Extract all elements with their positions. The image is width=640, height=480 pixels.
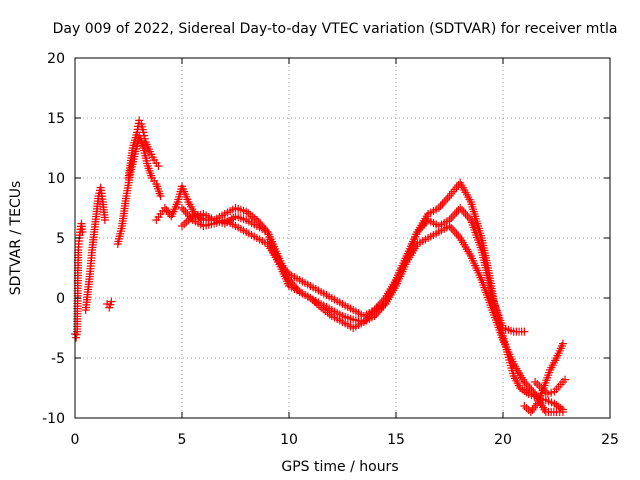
data-point bbox=[531, 378, 540, 386]
data-point bbox=[454, 232, 463, 240]
data-point bbox=[180, 220, 189, 229]
series-track-b bbox=[81, 183, 109, 314]
x-tick-label: 5 bbox=[178, 432, 187, 448]
data-point bbox=[415, 226, 424, 234]
data-point bbox=[186, 214, 195, 222]
data-point bbox=[156, 192, 165, 200]
data-point bbox=[361, 316, 370, 324]
data-point bbox=[529, 388, 538, 396]
data-point bbox=[279, 264, 288, 272]
data-point bbox=[107, 297, 116, 306]
y-tick-label: 10 bbox=[47, 171, 65, 187]
series-track-c bbox=[103, 297, 116, 312]
data-point bbox=[441, 196, 450, 204]
data-point bbox=[520, 327, 529, 336]
data-point bbox=[179, 206, 188, 214]
data-point bbox=[420, 220, 429, 228]
data-point bbox=[413, 228, 422, 236]
data-point bbox=[459, 208, 468, 216]
data-point bbox=[461, 210, 470, 218]
y-tick-label: 5 bbox=[56, 231, 65, 247]
x-tick-label: 15 bbox=[387, 432, 405, 448]
data-point bbox=[447, 214, 456, 222]
data-point bbox=[447, 224, 456, 232]
x-tick-label: 20 bbox=[494, 432, 512, 448]
data-point bbox=[436, 202, 445, 210]
data-point bbox=[445, 222, 454, 230]
data-point bbox=[438, 200, 447, 208]
data-point bbox=[416, 224, 425, 232]
data-point bbox=[281, 266, 290, 274]
data-point bbox=[522, 380, 531, 388]
data-point bbox=[183, 210, 192, 218]
series-track-j bbox=[531, 375, 570, 398]
data-point bbox=[450, 228, 459, 236]
series-track-f bbox=[152, 178, 567, 414]
data-point bbox=[465, 214, 474, 222]
data-point bbox=[100, 216, 109, 224]
data-points bbox=[71, 116, 570, 416]
grid bbox=[75, 58, 610, 418]
axis-ticks: 0 5 10 15 20 25 -10 -5 0 5 10 15 20 bbox=[42, 51, 619, 448]
y-tick-label: 20 bbox=[47, 51, 65, 67]
data-point bbox=[154, 162, 163, 170]
data-point bbox=[520, 378, 529, 386]
y-tick-label: 0 bbox=[56, 291, 65, 307]
data-point bbox=[533, 380, 542, 388]
data-point bbox=[450, 210, 459, 218]
y-axis-label: SDTVAR / TECUs bbox=[8, 181, 24, 296]
y-tick-label: -10 bbox=[42, 411, 65, 427]
data-point bbox=[452, 208, 461, 216]
data-point bbox=[185, 212, 194, 220]
chart-title: Day 009 of 2022, Sidereal Day-to-day VTE… bbox=[53, 21, 618, 37]
x-tick-label: 10 bbox=[280, 432, 298, 448]
series-track-e bbox=[124, 116, 163, 182]
x-tick-label: 0 bbox=[71, 432, 80, 448]
data-point bbox=[523, 382, 532, 390]
series-track-d bbox=[113, 132, 165, 248]
data-point bbox=[274, 258, 283, 266]
y-tick-label: 15 bbox=[47, 111, 65, 127]
data-point bbox=[522, 404, 531, 412]
data-point bbox=[443, 194, 452, 202]
x-axis-label: GPS time / hours bbox=[281, 459, 398, 475]
data-point bbox=[277, 262, 286, 270]
x-tick-label: 25 bbox=[601, 432, 619, 448]
data-point bbox=[283, 268, 292, 276]
data-point bbox=[456, 204, 465, 212]
series-track-h bbox=[178, 204, 567, 416]
data-point bbox=[254, 218, 263, 226]
data-point bbox=[181, 208, 190, 216]
data-point bbox=[457, 206, 466, 214]
data-point bbox=[363, 314, 372, 322]
series-track-i bbox=[520, 339, 567, 416]
data-point bbox=[463, 212, 472, 220]
data-point bbox=[558, 339, 567, 348]
data-point bbox=[452, 230, 461, 238]
data-point bbox=[418, 222, 427, 230]
data-point bbox=[558, 408, 567, 416]
data-point bbox=[276, 260, 285, 268]
data-point bbox=[525, 384, 534, 392]
data-point bbox=[527, 386, 536, 394]
y-tick-label: -5 bbox=[51, 351, 65, 367]
data-point bbox=[449, 212, 458, 220]
data-point bbox=[520, 402, 529, 410]
data-point bbox=[434, 204, 443, 212]
data-point bbox=[178, 204, 186, 212]
data-point bbox=[78, 228, 87, 236]
data-point bbox=[449, 226, 458, 234]
data-point bbox=[178, 222, 186, 230]
data-point bbox=[561, 375, 570, 384]
data-point bbox=[440, 198, 449, 206]
